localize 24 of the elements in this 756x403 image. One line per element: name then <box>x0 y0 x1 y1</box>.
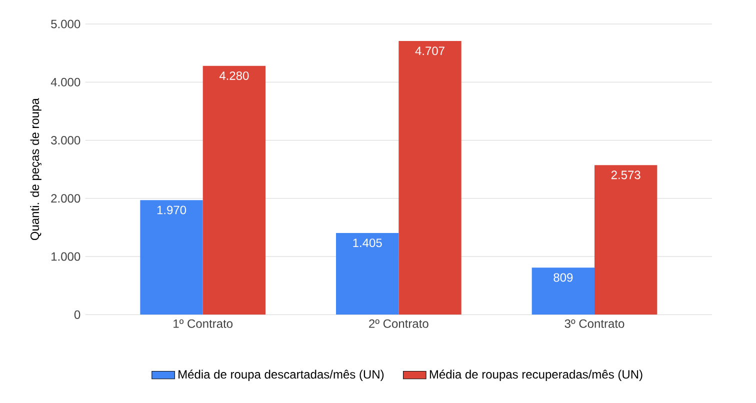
bar <box>594 165 658 315</box>
data-label: 1.970 <box>157 206 186 214</box>
data-label: 4.707 <box>415 46 444 56</box>
legend-label: Média de roupas recuperadas/mês (UN) <box>430 370 642 382</box>
legend-label: Média de roupa descartadas/mês (UN) <box>178 370 384 382</box>
bar <box>532 268 595 315</box>
y-tick-label: 1.000 <box>52 252 80 261</box>
bar <box>398 41 462 315</box>
y-tick-label: 0 <box>74 310 80 320</box>
bar <box>202 66 266 315</box>
y-tick-label: 3.000 <box>51 136 80 145</box>
bar <box>140 200 203 315</box>
data-label: 4.280 <box>219 72 249 80</box>
x-tick-label: 1º Contrato <box>174 320 233 328</box>
data-label: 2.573 <box>611 170 640 180</box>
x-tick-label: 3º Contrato <box>564 320 624 328</box>
y-tick-label: 5.000 <box>51 20 80 28</box>
x-tick-label: 2º Contrato <box>369 320 428 328</box>
y-axis-title: Quanti. de peças de roupa <box>30 98 42 240</box>
bar <box>336 233 399 315</box>
data-label: 1.405 <box>353 238 382 248</box>
y-tick-label: 4.000 <box>50 78 80 87</box>
data-label: 809 <box>554 273 573 282</box>
y-tick-label: 2.000 <box>51 194 80 203</box>
